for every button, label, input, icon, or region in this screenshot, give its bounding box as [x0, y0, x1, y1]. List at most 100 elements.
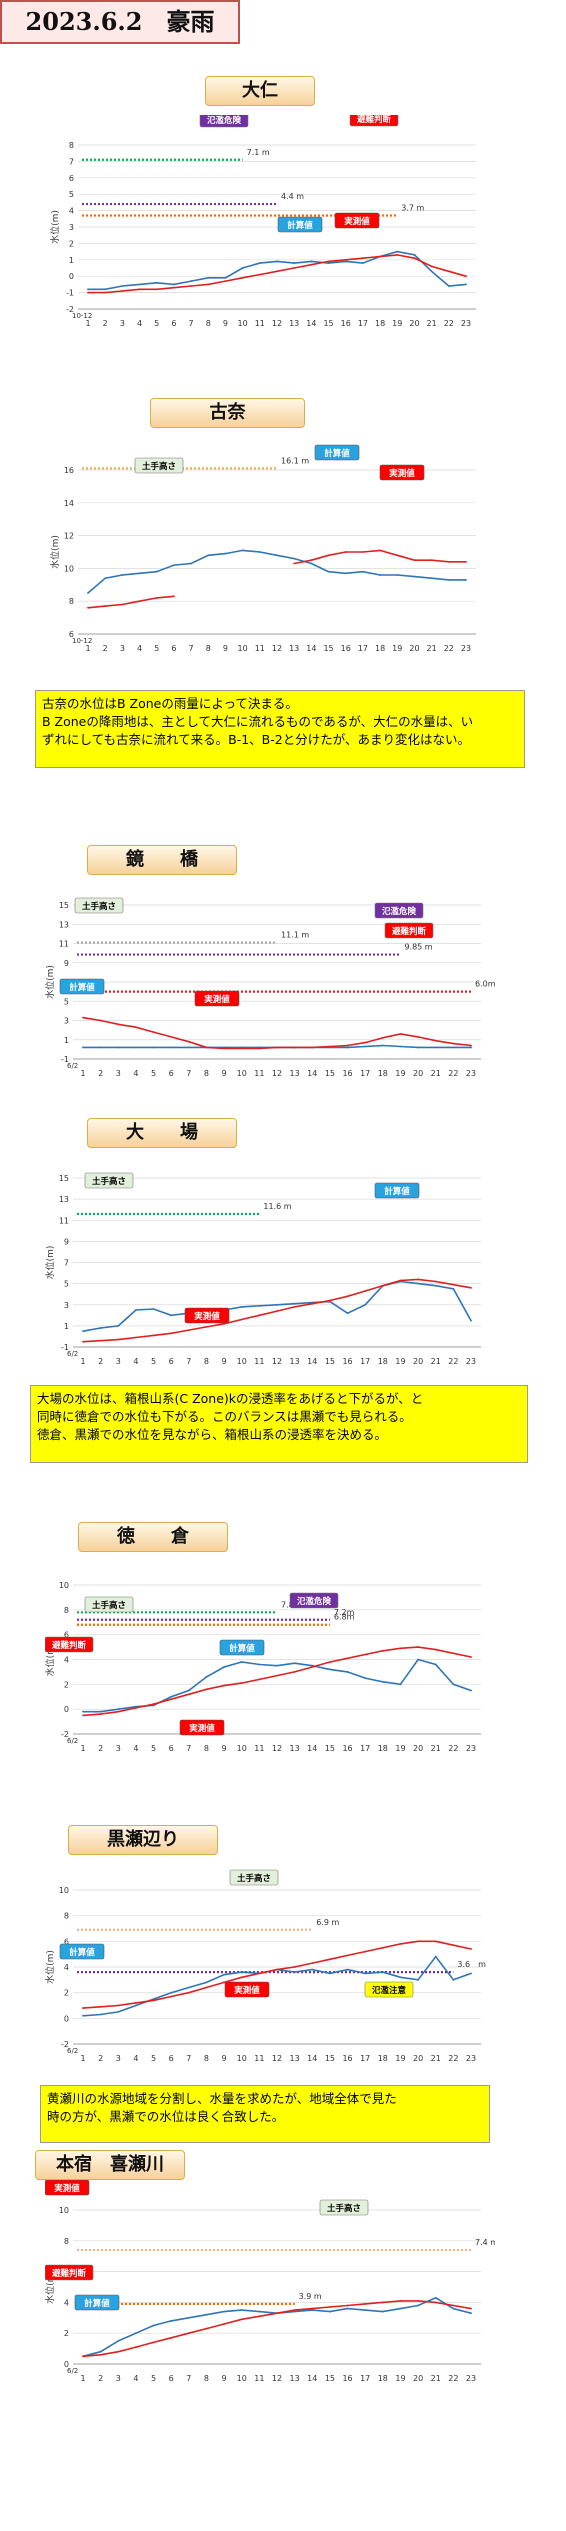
data-point	[346, 1046, 349, 1049]
y-tick-label: 2	[64, 2329, 69, 2338]
threshold-value-label: 6.9 m	[316, 1918, 339, 1927]
threshold-callout: 氾濫危険	[374, 902, 424, 919]
y-tick-label: 2	[64, 1989, 69, 1998]
y-tick-label: 13	[59, 1195, 69, 1204]
data-point	[346, 1295, 349, 1298]
x-tick-label: 13	[290, 1357, 300, 1366]
data-point	[258, 1972, 261, 1975]
threshold-callout: 土手高さ	[84, 1596, 134, 1613]
data-point	[205, 2313, 208, 2316]
data-point	[396, 250, 399, 253]
x-tick-label: 10	[237, 1744, 247, 1753]
data-point	[452, 1283, 455, 1286]
callout-box	[59, 978, 105, 995]
data-point	[276, 1968, 278, 1971]
data-point	[135, 1309, 137, 1311]
threshold-value-label: 16.1 m	[281, 456, 309, 465]
data-point	[465, 275, 467, 278]
callout-label: 計算値	[229, 1643, 255, 1654]
x-tick-label: 22	[444, 319, 454, 328]
y-axis-label: 水位(m)	[50, 210, 61, 244]
callout-label: 実測値	[189, 1723, 215, 1734]
data-point	[276, 1046, 278, 1049]
data-point	[82, 1714, 84, 1717]
series-callout: 計算値	[277, 216, 323, 233]
x-tick-label: 12	[272, 2374, 282, 2383]
data-point	[190, 562, 192, 565]
x-tick-label: 18	[378, 1357, 388, 1366]
data-point	[258, 262, 261, 264]
data-point	[240, 1318, 243, 1321]
y-tick-label: 15	[59, 1174, 69, 1183]
x-tick-label: 21	[427, 319, 437, 328]
data-point	[399, 1976, 402, 1979]
data-point	[346, 2307, 349, 2310]
data-point	[152, 2341, 155, 2344]
data-point	[87, 288, 89, 291]
x-tick-label: 3	[116, 1357, 121, 1366]
threshold-value-label: 6.8m	[334, 1613, 355, 1622]
series-callout: 計算値	[219, 1639, 265, 1656]
x-tick-label: 21	[431, 1357, 441, 1366]
data-point	[329, 1045, 331, 1048]
x-tick-label: 17	[360, 1357, 370, 1366]
data-point	[223, 2323, 225, 2325]
y-axis-label: 水位(m)	[45, 1950, 56, 1984]
x-tick-label: 12	[272, 1357, 282, 1366]
data-point	[258, 1663, 261, 1666]
series-callout: 計算値	[314, 444, 360, 461]
y-tick-label: 3	[64, 1301, 69, 1310]
x-tick-label: 16	[342, 1069, 352, 1078]
data-point	[364, 1653, 367, 1656]
threshold-callout: 土手高さ	[134, 457, 184, 474]
data-point	[170, 1698, 173, 1701]
data-point	[152, 2324, 155, 2327]
data-point	[170, 1332, 173, 1335]
note-line: 同時に徳倉での水位も下がる。このバランスは黒瀬でも見られる。	[37, 1409, 412, 1424]
data-point	[276, 260, 278, 263]
y-tick-label: 0	[64, 2014, 69, 2023]
x-tick-label: 14	[306, 319, 316, 328]
data-point	[173, 595, 175, 598]
x-tick-label: 2	[98, 1069, 103, 1078]
callout-label: 計算値	[287, 220, 313, 231]
data-point	[223, 1047, 225, 1050]
data-point	[117, 1338, 120, 1341]
section-label-oba: 大 場	[87, 1118, 237, 1148]
y-tick-label: 15	[59, 901, 69, 910]
x-tick-label: 16	[341, 644, 351, 653]
x-tick-label: 9	[223, 319, 228, 328]
x-tick-label: 3	[116, 1069, 121, 1078]
data-point	[293, 1671, 296, 1673]
data-point	[293, 1966, 296, 1968]
data-point	[381, 1044, 384, 1047]
data-point	[310, 263, 313, 266]
data-point	[470, 2312, 472, 2315]
y-tick-label: 11	[59, 1216, 69, 1225]
x-tick-label: 20	[409, 644, 419, 653]
data-point	[293, 1971, 296, 1974]
x-tick-label: 23	[461, 319, 471, 328]
callout-label: 計算値	[384, 1186, 410, 1197]
data-point	[121, 603, 124, 606]
x-tick-label: 23	[466, 1069, 476, 1078]
threshold-callout: 氾濫危険	[199, 115, 249, 128]
y-tick-label: 10	[59, 1581, 69, 1590]
data-point	[121, 290, 124, 292]
data-point	[362, 257, 364, 260]
section-label-ohito: 大仁	[205, 76, 315, 106]
x-tick-label: 3	[120, 644, 125, 653]
callout-box	[179, 1719, 225, 1736]
data-point	[417, 2304, 419, 2307]
y-tick-label: 10	[59, 2206, 69, 2215]
data-point	[293, 1302, 296, 1305]
callout-box	[59, 1943, 105, 1960]
data-point	[364, 2303, 367, 2305]
data-point	[465, 578, 467, 581]
data-point	[310, 260, 313, 263]
data-point	[135, 2346, 137, 2348]
data-point	[223, 1684, 225, 1687]
data-point	[399, 1033, 402, 1035]
x-tick-label: 16	[342, 2374, 352, 2383]
data-point	[379, 255, 381, 258]
